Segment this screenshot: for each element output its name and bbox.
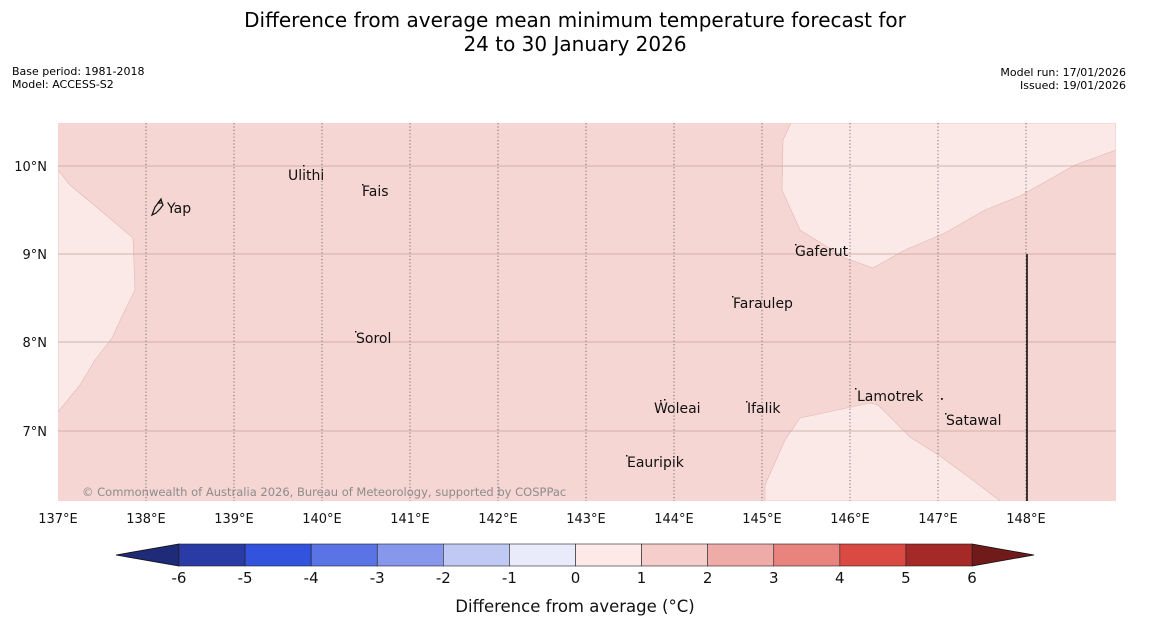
place-label-ulithi: Ulithi	[288, 168, 324, 184]
lon-label-141e: 141°E	[390, 512, 430, 527]
lat-label-10n: 10°N	[14, 160, 47, 175]
meta-right: Model run: 17/01/2026 Issued: 19/01/2026	[1000, 66, 1126, 92]
place-label-lamotrek: Lamotrek	[857, 389, 924, 405]
map-area: Yap Ulithi Fais Sorol Gaferut Faraulep W…	[58, 123, 1116, 501]
colorbar-label: Difference from average (°C)	[455, 597, 694, 616]
place-label-gaferut: Gaferut	[795, 244, 849, 260]
colorbar-segment	[773, 543, 841, 567]
colorbar-segment	[244, 543, 312, 567]
place-label-yap: Yap	[166, 201, 191, 217]
copyright-notice: © Commonwealth of Australia 2026, Bureau…	[82, 485, 566, 499]
lon-label-144e: 144°E	[654, 512, 694, 527]
map-title: Difference from average mean minimum tem…	[0, 8, 1150, 56]
colorbar-segment	[707, 543, 775, 567]
colorbar-tick-label: -4	[304, 569, 319, 587]
lat-label-8n: 8°N	[23, 336, 48, 351]
colorbar-tick-label: 1	[637, 569, 647, 587]
lon-label-148e: 148°E	[1006, 512, 1046, 527]
colorbar-extend-high	[971, 543, 1035, 567]
anomaly-region-southeast	[764, 402, 1001, 501]
lat-gridlines	[58, 165, 1116, 432]
lon-label-142e: 142°E	[478, 512, 518, 527]
colorbar-tick-label: -1	[502, 569, 517, 587]
colorbar: -6 -5 -4 -3 -2 -1 0 1 2 3 4 5 6 Difference from aver…	[115, 543, 1035, 616]
lat-label-9n: 9°N	[23, 248, 48, 263]
lon-label-145e: 145°E	[742, 512, 782, 527]
colorbar-tick-label: -3	[370, 569, 385, 587]
anomaly-region-northeast	[781, 123, 1116, 269]
anomaly-region-west	[58, 169, 136, 413]
title-line-1: Difference from average mean minimum tem…	[244, 8, 906, 32]
model-name: Model: ACCESS-S2	[12, 78, 114, 91]
colorbar-tick-label: 4	[835, 569, 845, 587]
colorbar-segment	[310, 543, 378, 567]
place-label-fais: Fais	[362, 184, 389, 200]
place-label-satawal: Satawal	[946, 413, 1001, 429]
place-label-faraulep: Faraulep	[733, 296, 793, 312]
colorbar-tick-label: 6	[967, 569, 977, 587]
colorbar-tick-label: -5	[238, 569, 253, 587]
lon-label-139e: 139°E	[214, 512, 254, 527]
colorbar-tick-label: 2	[703, 569, 713, 587]
meta-left: Base period: 1981-2018 Model: ACCESS-S2	[12, 65, 144, 91]
colorbar-tick-label: 3	[769, 569, 779, 587]
place-label-sorol: Sorol	[356, 331, 391, 347]
colorbar-segment	[376, 543, 444, 567]
place-label-woleai: Woleai	[654, 401, 701, 417]
lon-label-138e: 138°E	[126, 512, 166, 527]
issued-date: Issued: 19/01/2026	[1019, 79, 1126, 92]
island-dots	[303, 165, 947, 457]
colorbar-segment	[641, 543, 708, 567]
lat-label-7n: 7°N	[23, 425, 48, 440]
lon-label-147e: 147°E	[918, 512, 958, 527]
colorbar-segment	[509, 543, 576, 567]
colorbar-tick-label: 0	[571, 569, 581, 587]
lon-label-143e: 143°E	[566, 512, 606, 527]
base-period: Base period: 1981-2018	[12, 65, 145, 78]
lon-label-137e: 137°E	[38, 512, 78, 527]
colorbar-tick-label: -2	[436, 569, 451, 587]
colorbar-tick-label: 5	[901, 569, 911, 587]
lon-label-140e: 140°E	[302, 512, 342, 527]
title-line-2: 24 to 30 January 2026	[463, 32, 687, 56]
lon-label-146e: 146°E	[830, 512, 870, 527]
place-label-eauripik: Eauripik	[627, 455, 685, 471]
colorbar-tick-label: -6	[172, 569, 187, 587]
colorbar-segment	[575, 543, 642, 567]
colorbar-extend-low	[115, 543, 180, 567]
colorbar-segment	[443, 543, 510, 567]
place-label-ifalik: Ifalik	[747, 401, 781, 417]
colorbar-segment	[905, 543, 973, 567]
colorbar-segment	[178, 543, 246, 567]
yap-island-outline	[150, 197, 164, 217]
colorbar-segment	[839, 543, 907, 567]
model-run: Model run: 17/01/2026	[1000, 66, 1126, 79]
